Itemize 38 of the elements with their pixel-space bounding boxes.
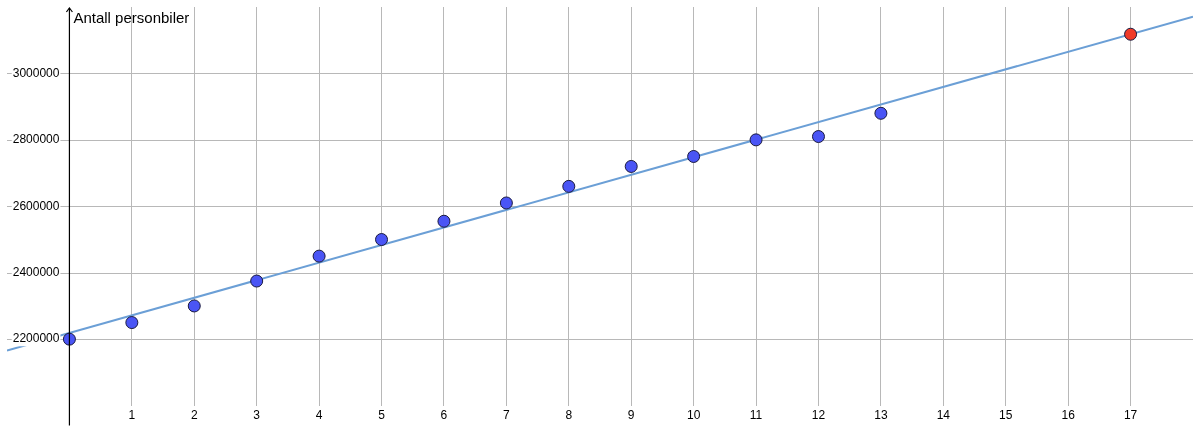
x-tick-label: 3 [253,408,261,423]
point [1124,27,1138,41]
y-tick-label: 3000000 [12,65,60,80]
x-tick-label: 17 [1123,408,1138,423]
x-tick-label: 9 [627,408,635,423]
x-tick-label: 6 [440,408,448,423]
point [125,316,139,330]
point [749,133,763,147]
point [811,130,825,144]
y-axis-title: Antall personbiler [73,8,190,26]
y-tick-label: 2200000 [12,331,60,346]
point [375,233,389,247]
x-tick-label: 4 [315,408,323,423]
x-tick-label: 8 [565,408,573,423]
point [62,332,76,346]
y-tick-label: 2400000 [12,265,60,280]
y-tick-label: 2600000 [12,198,60,213]
x-tick-label: 13 [874,408,888,423]
x-tick-label: 16 [1061,408,1076,423]
x-tick-label: 2 [190,408,198,423]
point [437,214,451,228]
x-tick-label: 11 [749,408,763,423]
y-tick-label: 2800000 [12,132,60,147]
point [187,299,201,313]
point [874,106,888,120]
point [312,249,326,263]
x-tick-label: 7 [503,408,511,423]
point [250,274,264,288]
point [499,196,513,210]
x-tick-label: 5 [378,408,386,423]
x-tick-label: 10 [686,408,701,423]
x-tick-label: 14 [936,408,951,423]
x-tick-label: 12 [811,408,826,423]
x-tick-label: 1 [128,408,136,423]
point [687,149,701,163]
x-tick-label: 15 [999,408,1013,423]
point [562,179,576,193]
point [624,159,638,173]
